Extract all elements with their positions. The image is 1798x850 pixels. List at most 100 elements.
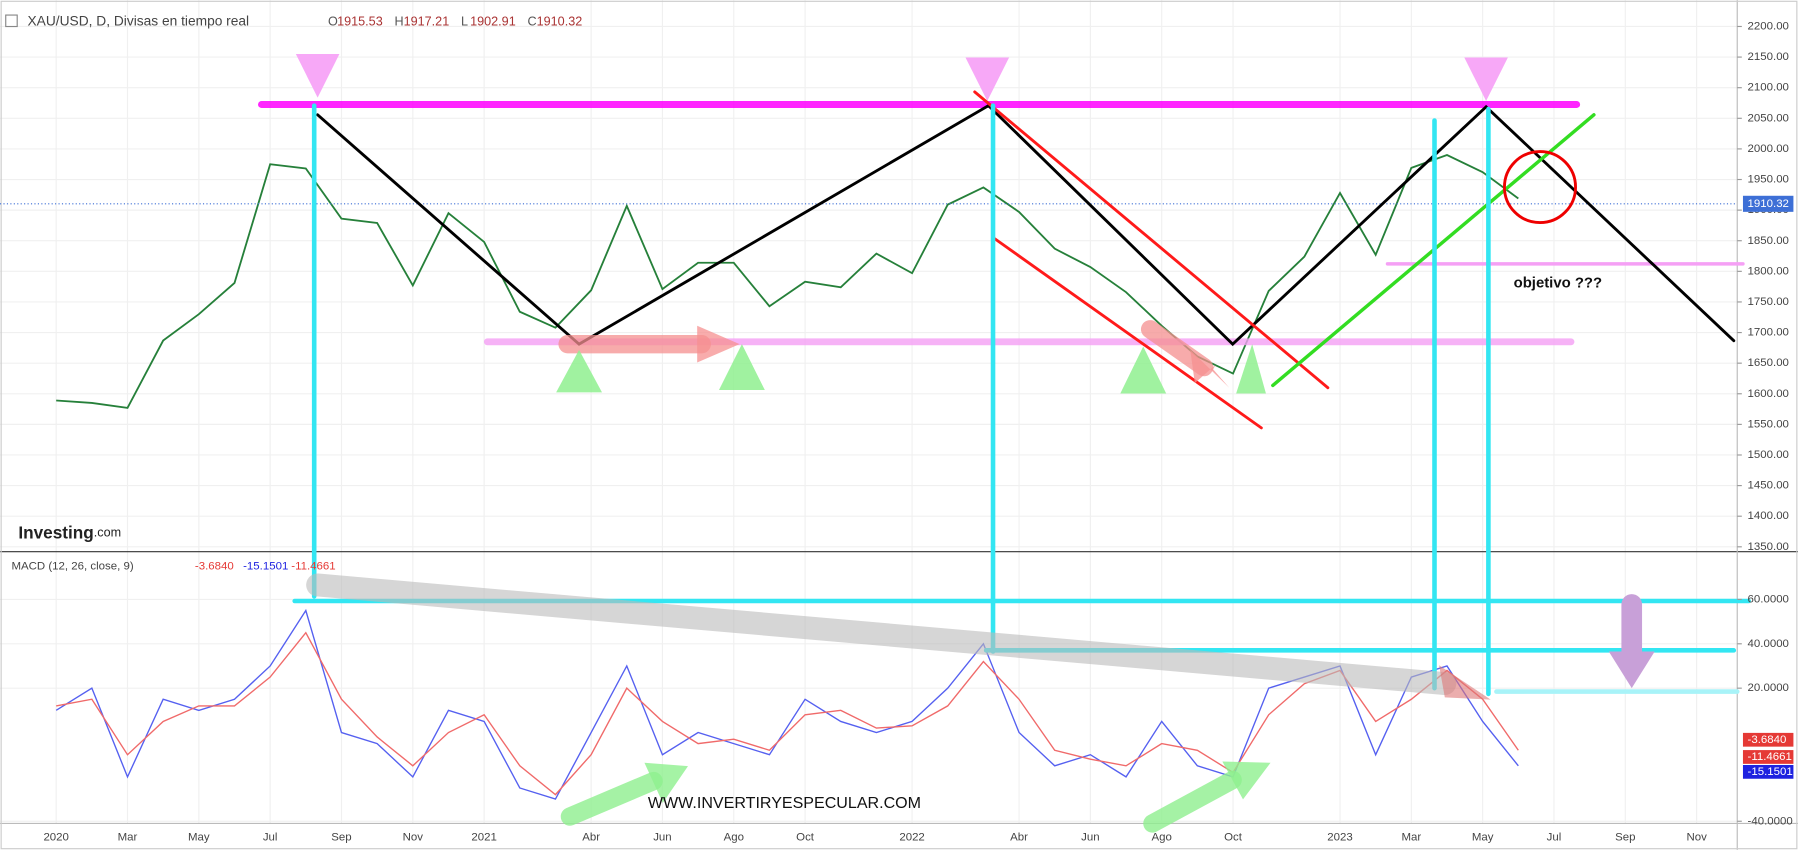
x-tick-label: Mar bbox=[118, 831, 138, 843]
y-tick-label: 2150.00 bbox=[1748, 51, 1789, 63]
x-tick-label: Sep bbox=[1615, 831, 1635, 843]
bottom-arrow bbox=[718, 344, 765, 391]
macd-arrow bbox=[1143, 770, 1242, 833]
channel-top bbox=[973, 90, 1330, 390]
x-tick-label: Nov bbox=[403, 831, 424, 843]
y-tick-label: 2200.00 bbox=[1748, 21, 1789, 33]
top-arrow bbox=[965, 57, 1010, 102]
ohlc-value: 1917.21 bbox=[404, 14, 450, 28]
y-tick-label: 1850.00 bbox=[1748, 235, 1789, 247]
ohlc-key: H bbox=[394, 14, 403, 28]
ohlc-key: O bbox=[328, 14, 338, 28]
last-price-label: 1910.32 bbox=[1748, 198, 1789, 210]
indicator-box bbox=[1742, 750, 1794, 764]
ohlc-value: 1915.53 bbox=[337, 14, 383, 28]
x-tick-label: Sep bbox=[331, 831, 351, 843]
y-tick-label: 1800.00 bbox=[1748, 265, 1789, 277]
x-tick-label: Oct bbox=[1224, 831, 1243, 843]
macd-legend: -3.6840 -15.1501 -11.4661 bbox=[195, 561, 336, 573]
x-tick-label: Ago bbox=[1152, 831, 1172, 843]
y-tick-label: 1650.00 bbox=[1748, 357, 1789, 369]
bottom-arrow bbox=[556, 349, 603, 393]
annotations bbox=[258, 54, 1751, 833]
y-tick-label: 1600.00 bbox=[1748, 388, 1789, 400]
indicator-box-label: -11.4661 bbox=[1748, 751, 1792, 763]
y-tick-label: 2000.00 bbox=[1748, 143, 1789, 155]
channel-bottom bbox=[991, 236, 1263, 430]
y-tick-label: 20.0000 bbox=[1748, 682, 1789, 694]
logo-text: Investing bbox=[18, 522, 93, 542]
y-tick-label: 1950.00 bbox=[1748, 174, 1789, 186]
y-tick-label: 1550.00 bbox=[1748, 418, 1789, 430]
y-tick-label: 60.0000 bbox=[1748, 593, 1789, 605]
x-tick-label: Jun bbox=[653, 831, 671, 843]
y-tick-label: 1350.00 bbox=[1748, 541, 1789, 553]
series-line bbox=[56, 154, 1519, 409]
top-arrow bbox=[295, 54, 340, 98]
x-tick-label: Abr bbox=[582, 831, 600, 843]
logo-suffix: .com bbox=[94, 526, 121, 540]
macd-arrow bbox=[560, 771, 663, 826]
logo: Investing.com bbox=[18, 522, 121, 542]
top-arrow bbox=[1464, 57, 1508, 102]
x-tick-label: 2021 bbox=[471, 831, 496, 843]
x-tick-label: Jul bbox=[263, 831, 278, 843]
x-tick-label: May bbox=[1472, 831, 1494, 843]
indicator-box-label: -15.1501 bbox=[1748, 766, 1793, 778]
indicator-box bbox=[1742, 732, 1794, 747]
indicator-value: -3.6840 bbox=[195, 561, 234, 573]
last-price-box bbox=[1742, 195, 1794, 212]
macd-title: MACD (12, 26, close, 9) bbox=[11, 561, 133, 573]
ohlc-value: 1902.91 bbox=[470, 14, 516, 28]
x-tick-label: Nov bbox=[1686, 831, 1707, 843]
ohlc-key: C bbox=[527, 14, 536, 28]
arrow-head bbox=[1439, 665, 1491, 700]
indicator-box bbox=[1742, 764, 1794, 779]
y-tick-label: 1450.00 bbox=[1748, 480, 1789, 492]
macd-arrow-head bbox=[644, 762, 689, 803]
target-label: objetivo ??? bbox=[1514, 275, 1603, 291]
ohlc-value: 1910.32 bbox=[537, 14, 583, 28]
x-tick-label: 2020 bbox=[43, 831, 68, 843]
y-tick-label: 2100.00 bbox=[1748, 82, 1789, 94]
symbol-title: XAU/USD, D, Divisas en tiempo real bbox=[28, 14, 250, 29]
y-tick-label: 40.0000 bbox=[1748, 638, 1789, 650]
y-tick-label: 1700.00 bbox=[1748, 327, 1789, 339]
x-tick-label: Jul bbox=[1547, 831, 1562, 843]
ohlc-legend: O 1915.53 H 1917.21 L 1902.91 C 1910.32 bbox=[328, 14, 582, 28]
y-tick-label: 1500.00 bbox=[1748, 449, 1789, 461]
series-line bbox=[56, 631, 1519, 796]
circle-mark bbox=[1503, 150, 1577, 225]
ohlc-key: L bbox=[461, 14, 468, 28]
x-tick-label: Mar bbox=[1401, 831, 1421, 843]
series-line bbox=[55, 608, 1519, 800]
zigzag bbox=[316, 103, 1736, 347]
divergence-band bbox=[306, 573, 1457, 696]
indicator-value: -15.1501 bbox=[243, 561, 288, 573]
x-tick-label: Abr bbox=[1010, 831, 1028, 843]
y-tick-label: -40.0000 bbox=[1748, 815, 1793, 827]
x-tick-label: Oct bbox=[796, 831, 815, 843]
x-tick-label: Ago bbox=[724, 831, 744, 843]
arrow-head bbox=[697, 325, 740, 363]
arrow-head bbox=[1190, 349, 1230, 388]
collapse-icon[interactable] bbox=[5, 14, 18, 28]
y-tick-label: 1750.00 bbox=[1748, 296, 1789, 308]
indicator-box-label: -3.6840 bbox=[1748, 734, 1787, 746]
x-tick-label: Jun bbox=[1081, 831, 1099, 843]
y-tick-label: 2050.00 bbox=[1748, 112, 1789, 124]
x-tick-label: 2022 bbox=[899, 831, 924, 843]
macd-arrow-head bbox=[1222, 761, 1271, 800]
bottom-arrow bbox=[1120, 346, 1167, 394]
y-tick-label: 1400.00 bbox=[1748, 510, 1789, 522]
purple-arrow-head bbox=[1608, 651, 1655, 689]
x-tick-label: 2023 bbox=[1327, 831, 1352, 843]
indicator-value: -11.4661 bbox=[291, 561, 335, 573]
bottom-arrow bbox=[1236, 344, 1266, 394]
website: WWW.INVERTIRYESPECULAR.COM bbox=[648, 794, 921, 812]
series-layer bbox=[0, 154, 1738, 800]
x-tick-label: May bbox=[188, 831, 210, 843]
